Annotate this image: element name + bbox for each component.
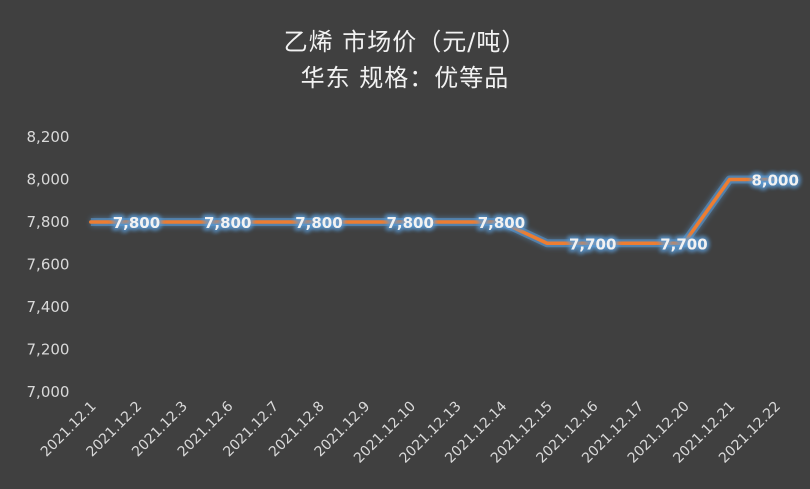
data-label-glow: 7,700 <box>569 235 616 253</box>
data-label-glow: 7,800 <box>295 214 342 232</box>
data-label: 7,800 <box>478 214 525 232</box>
data-label: 8,000 <box>751 172 798 190</box>
data-label: 7,800 <box>113 214 160 232</box>
data-label-glow: 7,800 <box>386 214 433 232</box>
data-label: 7,800 <box>204 214 251 232</box>
y-axis-ticks: 7,000 7,200 7,400 7,600 7,800 8,000 8,200 <box>27 128 70 401</box>
y-tick-label: 7,400 <box>27 298 70 316</box>
x-axis-ticks: 2021.12.12021.12.22021.12.32021.12.62021… <box>38 398 784 466</box>
data-label: 7,800 <box>295 214 342 232</box>
data-label-glow: 7,800 <box>478 214 525 232</box>
y-tick-label: 7,200 <box>27 341 70 359</box>
y-tick-label: 8,000 <box>27 171 70 189</box>
y-tick-label: 8,200 <box>27 128 70 146</box>
series-line-path <box>89 177 777 245</box>
y-tick-label: 7,800 <box>27 213 70 231</box>
data-label-glow: 7,800 <box>204 214 251 232</box>
grid-lines <box>90 117 776 392</box>
data-label: 7,800 <box>386 214 433 232</box>
y-tick-label: 7,600 <box>27 256 70 274</box>
data-label: 7,700 <box>660 235 707 253</box>
series-line-glow <box>90 175 776 248</box>
data-label-glow: 7,700 <box>660 235 707 253</box>
y-tick-label: 7,000 <box>27 383 70 401</box>
data-label-glow: 7,800 <box>113 214 160 232</box>
chart-title-line-1: 乙烯 市场价（元/吨） <box>283 28 527 56</box>
chart-title-line-2: 华东 规格：优等品 <box>300 64 510 92</box>
data-label: 7,700 <box>569 235 616 253</box>
data-label-glow: 8,000 <box>751 172 798 190</box>
series-line <box>89 175 777 248</box>
